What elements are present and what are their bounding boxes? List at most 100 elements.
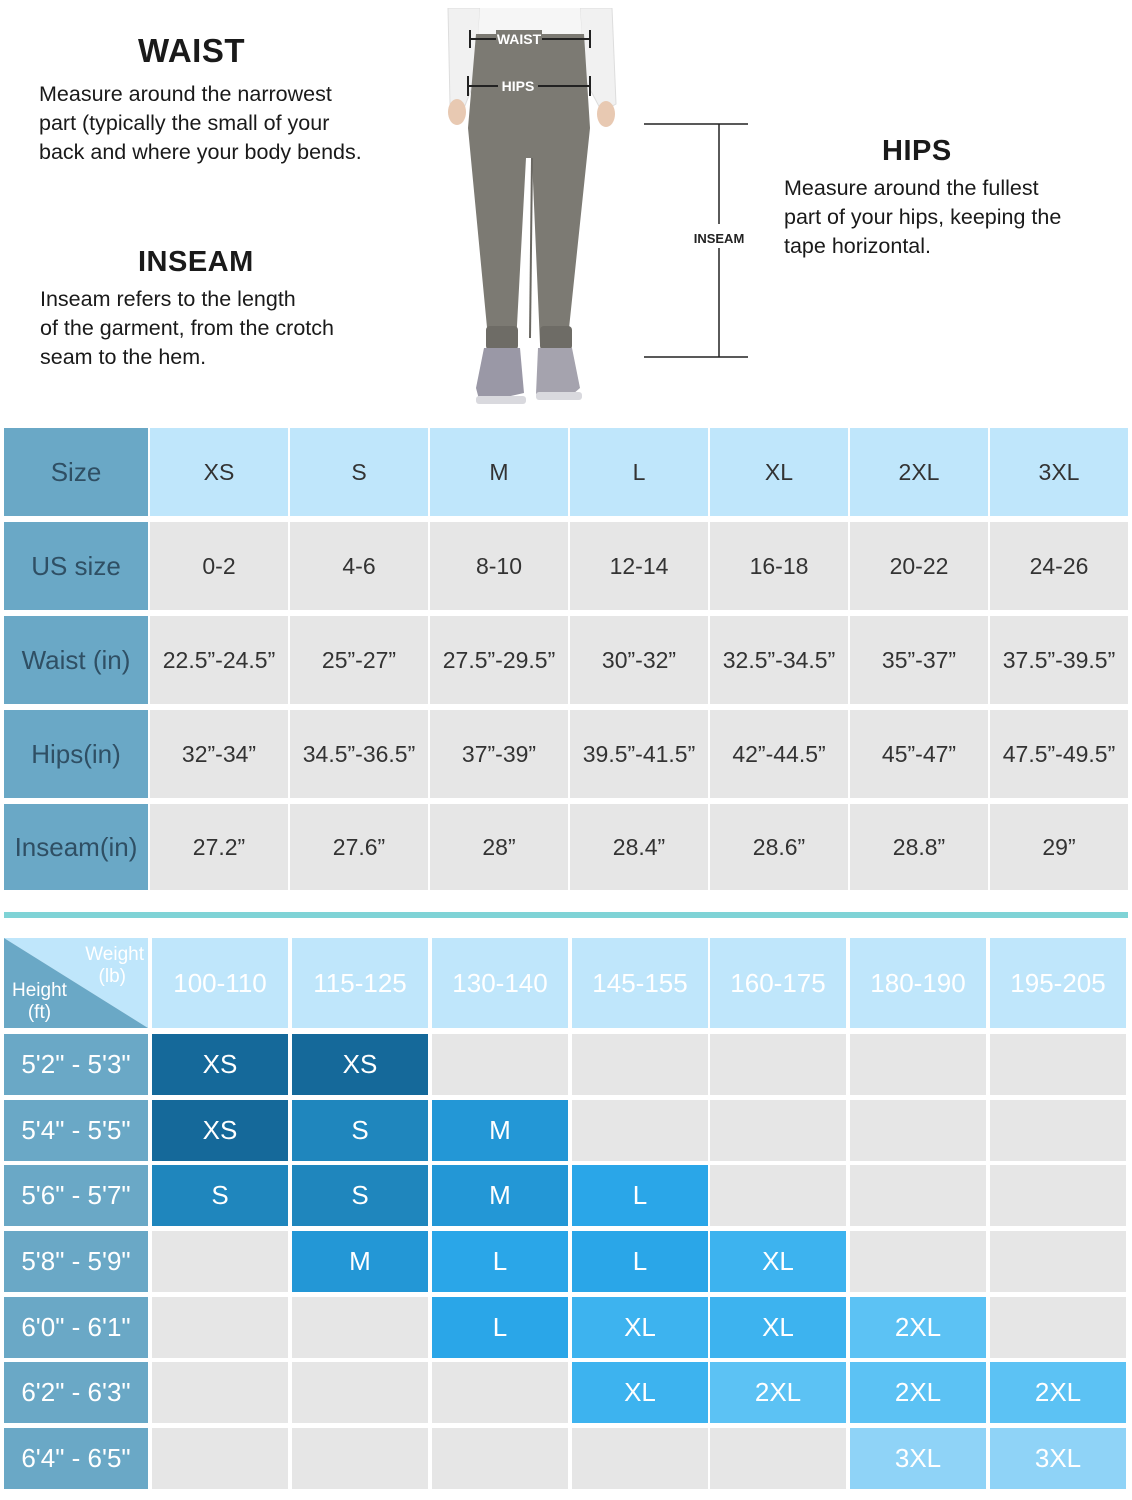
- recommended-size-cell: XL: [710, 1297, 846, 1358]
- size-table-cell: 2XL: [850, 428, 988, 516]
- size-table-cell: 16-18: [710, 522, 848, 610]
- height-label: Height: [12, 980, 67, 1001]
- empty-fit-cell: [990, 1297, 1126, 1358]
- inseam-line: Inseam refers to the length: [40, 287, 296, 311]
- height-row-header: 5'6" - 5'7": [4, 1165, 148, 1226]
- size-table-row-header: Size: [4, 428, 148, 516]
- size-table-row: Hips(in) 32”-34” 34.5”-36.5” 37”-39” 39.5”-4…: [4, 710, 1128, 798]
- size-table-cell: 25”-27”: [290, 616, 428, 704]
- waist-line: Measure around the narrowest: [39, 82, 332, 106]
- weight-column-header: 115-125: [292, 938, 428, 1028]
- size-table-cell: 20-22: [850, 522, 988, 610]
- recommended-size-cell: L: [572, 1231, 708, 1292]
- size-table-cell: 8-10: [430, 522, 568, 610]
- recommended-size-cell: 2XL: [850, 1362, 986, 1423]
- recommended-size-cell: XS: [152, 1100, 288, 1161]
- empty-fit-cell: [850, 1165, 986, 1226]
- empty-fit-cell: [710, 1428, 846, 1489]
- height-unit: (ft): [27, 1002, 52, 1023]
- size-table-cell: 24-26: [990, 522, 1128, 610]
- size-table-row-header: US size: [4, 522, 148, 610]
- size-table-row: Size XS S M L XL 2XL 3XL: [4, 428, 1128, 516]
- height-row-header: 6'2" - 6'3": [4, 1362, 148, 1423]
- empty-fit-cell: [572, 1100, 708, 1161]
- size-table-cell: S: [290, 428, 428, 516]
- recommended-size-cell: S: [292, 1165, 428, 1226]
- size-table-cell: 30”-32”: [570, 616, 708, 704]
- size-table-cell: 3XL: [990, 428, 1128, 516]
- recommended-size-cell: M: [432, 1100, 568, 1161]
- figure-waist-label: WAIST: [497, 31, 542, 47]
- height-row-header: 5'8" - 5'9": [4, 1231, 148, 1292]
- hips-line: Measure around the fullest: [784, 176, 1039, 200]
- size-table-cell: 22.5”-24.5”: [150, 616, 288, 704]
- empty-fit-cell: [990, 1100, 1126, 1161]
- size-table-cell: 28.6”: [710, 804, 848, 890]
- size-table-cell: 35”-37”: [850, 616, 988, 704]
- recommended-size-cell: 2XL: [710, 1362, 846, 1423]
- size-table-cell: 32.5”-34.5”: [710, 616, 848, 704]
- size-table-row-header: Waist (in): [4, 616, 148, 704]
- inseam-line: seam to the hem.: [40, 345, 207, 369]
- empty-fit-cell: [152, 1428, 288, 1489]
- empty-fit-cell: [292, 1297, 428, 1358]
- weight-column-header: 100-110: [152, 938, 288, 1028]
- hips-line: tape horizontal.: [784, 234, 932, 258]
- weight-unit: (lb): [98, 966, 126, 987]
- inseam-ruler-label: INSEAM: [694, 231, 745, 246]
- size-table-cell: 28”: [430, 804, 568, 890]
- waist-description: Measure around the narrowest part (typic…: [39, 80, 362, 167]
- empty-fit-cell: [432, 1362, 568, 1423]
- recommended-size-cell: M: [432, 1165, 568, 1226]
- size-table-row: Inseam(in) 27.2” 27.6” 28” 28.4” 28.6” 28.8” 29…: [4, 804, 1128, 890]
- size-table-cell: 29”: [990, 804, 1128, 890]
- size-table-cell: 28.8”: [850, 804, 988, 890]
- empty-fit-cell: [432, 1428, 568, 1489]
- recommended-size-cell: 3XL: [850, 1428, 986, 1489]
- hips-description: Measure around the fullest part of your …: [784, 174, 1061, 261]
- section-divider: [4, 912, 1128, 918]
- size-table-cell: 37”-39”: [430, 710, 568, 798]
- height-row-header: 5'4" - 5'5": [4, 1100, 148, 1161]
- empty-fit-cell: [572, 1034, 708, 1095]
- size-table-cell: 37.5”-39.5”: [990, 616, 1128, 704]
- size-table-row: US size 0-2 4-6 8-10 12-14 16-18 20-22 24-26: [4, 522, 1128, 610]
- waist-line: part (typically the small of your: [39, 111, 330, 135]
- empty-fit-cell: [990, 1231, 1126, 1292]
- inseam-ruler: INSEAM: [644, 123, 748, 358]
- size-table-cell: 4-6: [290, 522, 428, 610]
- hips-title: HIPS: [882, 135, 952, 167]
- empty-fit-cell: [990, 1165, 1126, 1226]
- weight-axis-label: Weight (lb): [85, 944, 144, 988]
- empty-fit-cell: [432, 1034, 568, 1095]
- inseam-description: Inseam refers to the length of the garme…: [40, 285, 334, 372]
- size-table-cell: XL: [710, 428, 848, 516]
- model-figure-illustration: WAIST HIPS: [447, 8, 617, 404]
- size-table-cell: 34.5”-36.5”: [290, 710, 428, 798]
- empty-fit-cell: [990, 1034, 1126, 1095]
- size-table-cell: 0-2: [150, 522, 288, 610]
- fit-table-corner-header: Weight (lb) Height (ft): [4, 938, 148, 1028]
- recommended-size-cell: XL: [710, 1231, 846, 1292]
- size-table-cell: 28.4”: [570, 804, 708, 890]
- recommended-size-cell: S: [292, 1100, 428, 1161]
- waist-line: back and where your body bends.: [39, 140, 362, 164]
- recommended-size-cell: XS: [292, 1034, 428, 1095]
- recommended-size-cell: 2XL: [850, 1297, 986, 1358]
- height-row-header: 6'0" - 6'1": [4, 1297, 148, 1358]
- weight-column-header: 130-140: [432, 938, 568, 1028]
- recommended-size-cell: L: [572, 1165, 708, 1226]
- empty-fit-cell: [850, 1231, 986, 1292]
- empty-fit-cell: [710, 1100, 846, 1161]
- weight-column-header: 195-205: [990, 938, 1126, 1028]
- figure-hips-label: HIPS: [502, 78, 535, 94]
- inseam-line: of the garment, from the crotch: [40, 316, 334, 340]
- empty-fit-cell: [710, 1034, 846, 1095]
- size-table-cell: 47.5”-49.5”: [990, 710, 1128, 798]
- empty-fit-cell: [152, 1297, 288, 1358]
- weight-column-header: 180-190: [850, 938, 986, 1028]
- recommended-size-cell: L: [432, 1231, 568, 1292]
- empty-fit-cell: [292, 1362, 428, 1423]
- recommended-size-cell: XL: [572, 1362, 708, 1423]
- weight-column-header: 145-155: [572, 938, 708, 1028]
